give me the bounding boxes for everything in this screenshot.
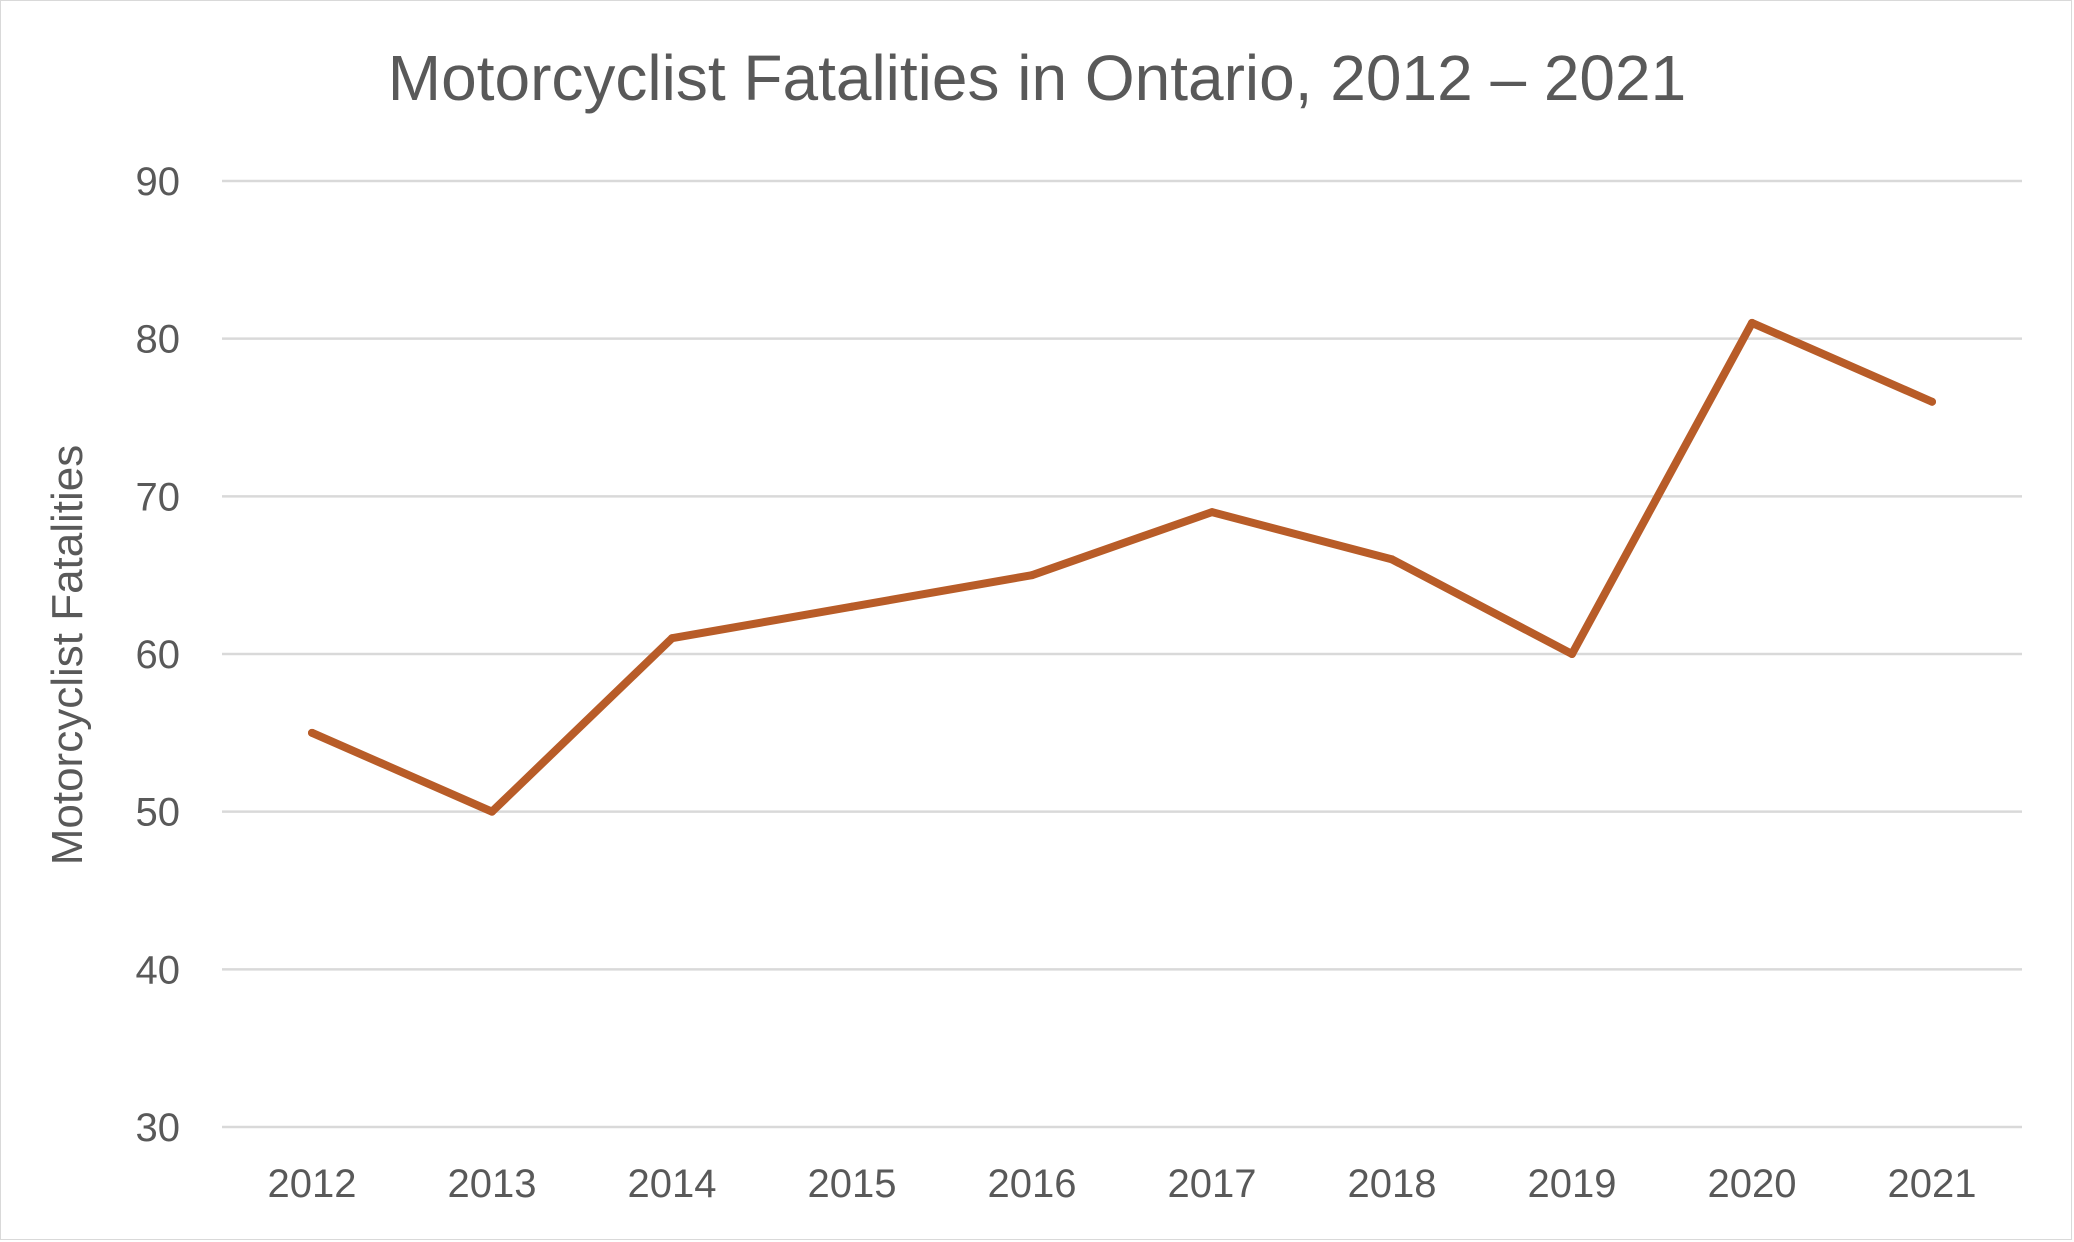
- y-tick-label: 30: [136, 1106, 181, 1150]
- x-axis-ticks: 2012 2013 2014 2015 2016 2017 2018 2019 2020 2021: [268, 1162, 1977, 1206]
- x-tick-label: 2021: [1888, 1162, 1977, 1206]
- x-tick-label: 2017: [1168, 1162, 1257, 1206]
- data-point: [488, 807, 496, 816]
- x-tick-label: 2018: [1348, 1162, 1437, 1206]
- x-tick-label: 2014: [628, 1162, 717, 1206]
- data-point: [1928, 397, 1936, 406]
- y-tick-label: 70: [136, 475, 181, 519]
- chart-title: Motorcyclist Fatalities in Ontario, 2012…: [388, 42, 1686, 114]
- x-tick-label: 2015: [808, 1162, 897, 1206]
- y-tick-label: 50: [136, 791, 181, 835]
- y-tick-label: 60: [136, 633, 181, 677]
- data-point: [308, 728, 316, 737]
- data-point: [1028, 571, 1036, 580]
- data-point: [668, 634, 676, 643]
- y-axis-title: Motorcyclist Fatalities: [43, 445, 92, 866]
- y-tick-label: 80: [136, 318, 181, 362]
- x-tick-label: 2016: [988, 1162, 1077, 1206]
- data-point: [1568, 650, 1576, 658]
- gridlines: [222, 179, 2022, 1129]
- y-axis-ticks: 30 40 50 60 70 80 90: [136, 160, 181, 1150]
- data-point: [1388, 555, 1396, 564]
- x-tick-label: 2013: [448, 1162, 537, 1206]
- x-tick-label: 2012: [268, 1162, 357, 1206]
- y-tick-label: 90: [136, 160, 181, 204]
- y-tick-label: 40: [136, 948, 181, 992]
- data-point: [1748, 318, 1756, 327]
- x-tick-label: 2020: [1708, 1162, 1797, 1206]
- x-tick-label: 2019: [1528, 1162, 1617, 1206]
- series-group: [308, 318, 1936, 816]
- series-line: [308, 318, 1936, 816]
- data-point: [848, 602, 856, 611]
- data-point: [1208, 508, 1216, 517]
